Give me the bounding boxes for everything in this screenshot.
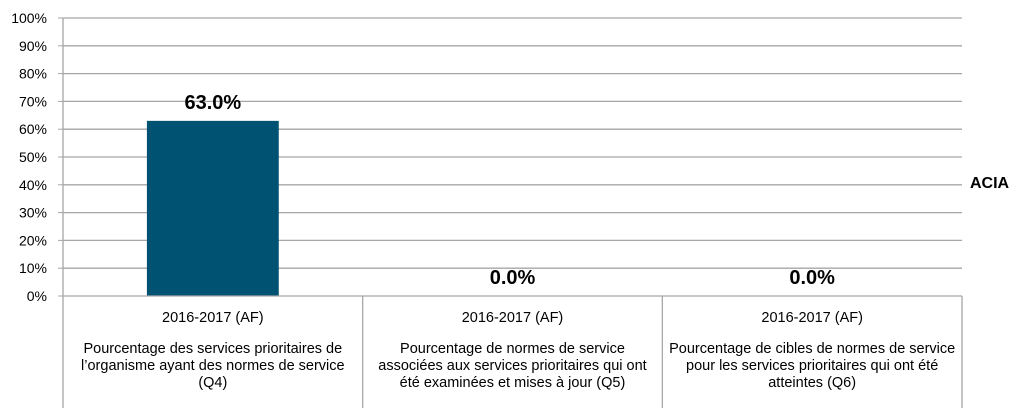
data-label: 63.0% <box>184 92 241 114</box>
category-year: 2016-2017 (AF) <box>461 310 564 326</box>
bar <box>146 120 279 296</box>
y-tick-label: 50% <box>19 149 47 165</box>
axes <box>62 18 963 408</box>
category-description: Pourcentage de normes de service associé… <box>378 341 647 391</box>
bars <box>146 120 279 296</box>
category-label: 2016-2017 (AF) Pourcentage de normes de s… <box>369 310 657 392</box>
y-tick-label: 0% <box>27 288 47 304</box>
category-label: 2016-2017 (AF) Pourcentage de cibles de n… <box>668 310 956 392</box>
category-description: Pourcentage de cibles de normes de servi… <box>669 341 956 391</box>
legend-label: ACIA <box>970 175 1010 192</box>
data-label: 0.0% <box>490 267 536 289</box>
y-tick-label: 10% <box>19 260 47 276</box>
y-tick-label: 70% <box>19 93 47 109</box>
y-tick-label: 60% <box>19 121 47 137</box>
y-tick-label: 30% <box>19 205 47 221</box>
data-labels: 63.0% 0.0% 0.0% <box>184 92 835 289</box>
y-tick-label: 100% <box>11 10 47 26</box>
data-label: 0.0% <box>789 267 835 289</box>
category-year: 2016-2017 (AF) <box>761 310 863 326</box>
y-axis-ticks: 0% 10% 20% 30% 40% 50% 60% 70% 80% 90% 100% <box>11 10 63 304</box>
y-tick-label: 90% <box>19 38 47 54</box>
y-tick-label: 80% <box>19 66 47 82</box>
category-description: Pourcentage des services prioritaires de… <box>81 341 345 391</box>
category-label: 2016-2017 (AF) Pourcentage des services p… <box>69 310 357 392</box>
y-tick-label: 40% <box>19 177 47 193</box>
y-tick-label: 20% <box>19 232 47 248</box>
category-year: 2016-2017 (AF) <box>162 310 264 326</box>
